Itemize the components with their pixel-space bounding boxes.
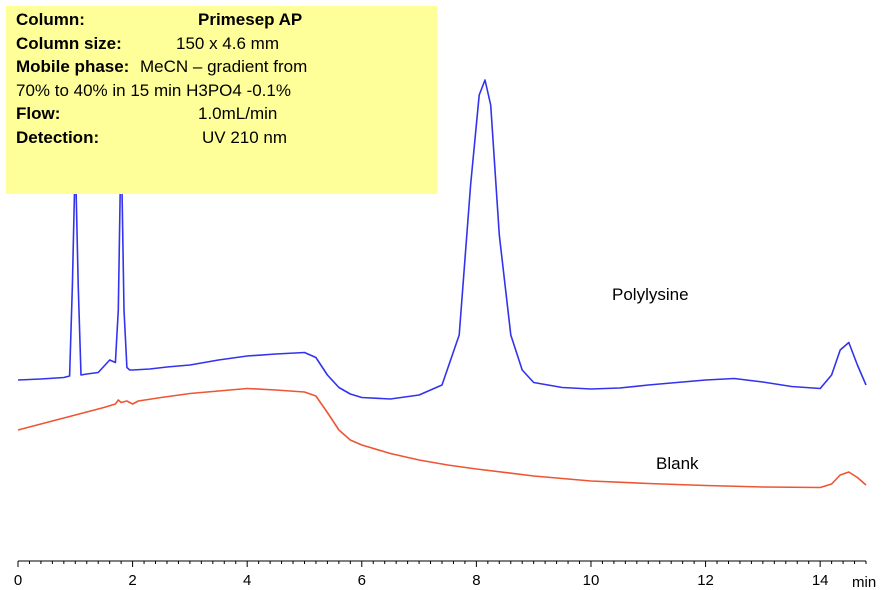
series-label-blank: Blank bbox=[656, 454, 699, 473]
mobile-phase-label: Mobile phase: bbox=[16, 57, 130, 76]
info-row-column: Column: Primesep AP bbox=[16, 8, 437, 32]
column-label: Column: bbox=[16, 10, 85, 29]
x-tick-label: 10 bbox=[583, 572, 600, 589]
info-row-mobile-phase-cont: 70% to 40% in 15 min H3PO4 -0.1% bbox=[16, 79, 437, 103]
x-axis-ticks: 0 2 4 6 8 10 12 14 bbox=[14, 561, 867, 589]
detection-label: Detection: bbox=[16, 127, 100, 147]
detection-value: UV 210 nm bbox=[202, 127, 288, 147]
x-tick-label: 12 bbox=[697, 572, 714, 589]
x-tick-label: 8 bbox=[472, 572, 480, 589]
flow-value: 1.0mL/min bbox=[198, 104, 278, 123]
series-layer bbox=[17, 79, 867, 489]
info-row-flow: Flow: 1.0mL/min bbox=[16, 102, 437, 126]
info-row-mobile-phase: Mobile phase: MeCN – gradient from bbox=[16, 55, 437, 79]
x-tick-label: 6 bbox=[358, 572, 366, 589]
x-tick-label: 14 bbox=[812, 572, 829, 589]
column-value: Primesep AP bbox=[198, 10, 303, 29]
x-axis-unit-label: min bbox=[852, 574, 876, 590]
series-label-polylysine: Polylysine bbox=[612, 285, 689, 304]
mobile-phase-value-cont: 70% to 40% in 15 min H3PO4 -0.1% bbox=[16, 80, 291, 100]
info-row-size: Column size: 150 x 4.6 mm bbox=[16, 32, 437, 56]
series-line-polylysine bbox=[17, 79, 867, 400]
column-size-value: 150 x 4.6 mm bbox=[176, 33, 279, 53]
info-row-detection: Detection: UV 210 nm bbox=[16, 126, 437, 150]
x-tick-label: 2 bbox=[128, 572, 136, 589]
flow-label: Flow: bbox=[16, 104, 61, 123]
series-line-blank bbox=[17, 387, 867, 489]
method-info-box: Column: Primesep AP Column size: 150 x 4.6… bbox=[6, 6, 437, 194]
mobile-phase-value: MeCN – gradient from bbox=[140, 57, 308, 76]
column-size-label: Column size: bbox=[16, 33, 122, 53]
x-tick-label: 4 bbox=[243, 572, 251, 589]
x-tick-label: 0 bbox=[14, 572, 22, 589]
